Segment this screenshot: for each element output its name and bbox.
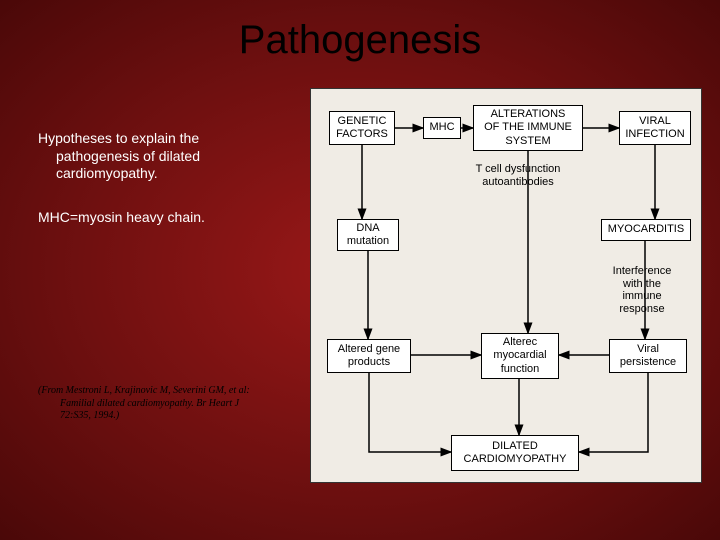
node-genetic: GENETICFACTORS [329, 111, 395, 145]
citation: (From Mestroni L, Krajinovic M, Severini… [38, 385, 308, 423]
line: pathogenesis of dilated [38, 148, 298, 166]
label-tcell: T cell dysfunctionautoantibodies [453, 163, 583, 188]
node-dcm: DILATEDCARDIOMYOPATHY [451, 435, 579, 471]
node-immune: ALTERATIONSOF THE IMMUNESYSTEM [473, 105, 583, 151]
node-gene_products: Altered geneproducts [327, 339, 411, 373]
line: cardiomyopathy. [38, 165, 298, 183]
line: 72:S35, 1994.) [38, 410, 308, 423]
node-mhc: MHC [423, 117, 461, 139]
node-alterec: Alterecmyocardialfunction [481, 333, 559, 379]
node-viral: VIRALINFECTION [619, 111, 691, 145]
line: (From Mestroni L, Krajinovic M, Severini… [38, 385, 250, 396]
flowchart-panel: GENETICFACTORS MHC ALTERATIONSOF THE IMMUN… [310, 88, 702, 483]
node-persistence: Viralpersistence [609, 339, 687, 373]
node-myocarditis: MYOCARDITIS [601, 219, 691, 241]
label-interference: Interferencewith theimmuneresponse [602, 265, 682, 316]
mhc-definition: MHC=myosin heavy chain. [38, 209, 298, 225]
line: Familial dilated cardiomyopathy. Br Hear… [38, 398, 308, 411]
left-column: Hypotheses to explain the pathogenesis o… [38, 130, 298, 345]
hypothesis-text: Hypotheses to explain the pathogenesis o… [38, 130, 298, 183]
page-title: Pathogenesis [0, 0, 720, 63]
node-dna: DNAmutation [337, 219, 399, 251]
line: Hypotheses to explain the [38, 130, 199, 146]
